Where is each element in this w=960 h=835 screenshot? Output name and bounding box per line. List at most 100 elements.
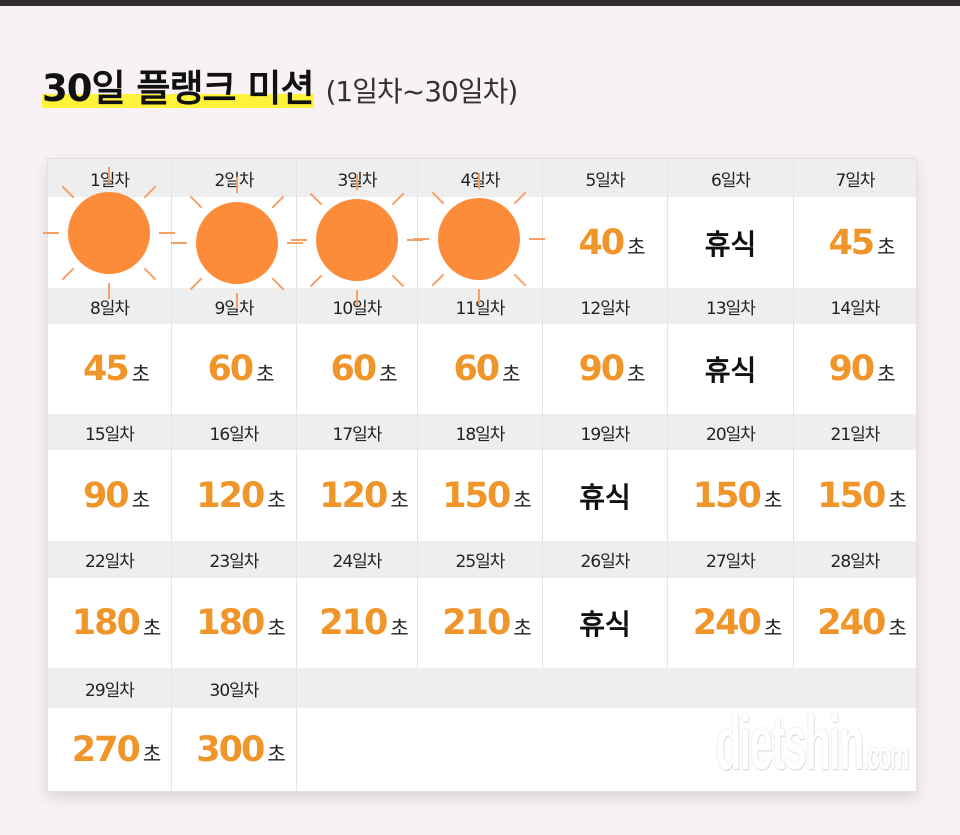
seconds-unit: 초 [131, 361, 151, 386]
day-value-cell: 휴식 [668, 197, 794, 288]
sun-ray-icon [159, 232, 175, 234]
seconds-value: 90 [828, 349, 875, 389]
seconds-unit: 초 [877, 361, 896, 386]
day-label: 6일차 [668, 159, 794, 197]
day-value-cell: 240 초 [668, 578, 794, 668]
day-value-cell: 270 초 [48, 708, 172, 791]
rest-label: 휴식 [579, 480, 631, 514]
day-value-cell: 150 초 [794, 450, 916, 541]
day-value-cell: 45 초 [48, 324, 172, 414]
sun-ray-icon [529, 238, 545, 240]
day-header-row: 8일차 9일차 10일차 11일차 12일차 13일차 14일차 [48, 288, 916, 324]
sun-ray-icon [407, 239, 423, 241]
sun-sticker-icon [316, 199, 398, 281]
day-value-row: 45 초 60 초 60 초 60 초 90 초 휴식 90 초 [48, 324, 916, 414]
day-label: 5일차 [543, 159, 668, 197]
day-label: 26일차 [543, 541, 668, 578]
sun-ray-icon [171, 242, 187, 244]
seconds-value: 120 [319, 475, 388, 516]
day-value-row: 90 초 120 초 120 초 150 초 휴식 150 초 150 초 [48, 450, 916, 541]
day-value-cell: 90 초 [794, 324, 916, 414]
day-label: 24일차 [297, 541, 418, 578]
day-value-cell: 60 초 [172, 324, 297, 414]
seconds-value: 300 [196, 729, 265, 770]
day-label: 2일차 [172, 159, 297, 197]
sun-sticker-icon [438, 198, 520, 280]
sun-ray-icon [413, 238, 429, 240]
seconds-unit: 초 [390, 615, 409, 640]
seconds-value: 45 [82, 349, 130, 389]
seconds-value: 150 [817, 475, 886, 516]
day-value-cell: 210 초 [297, 578, 418, 668]
day-value-cell: 120 초 [297, 450, 418, 541]
title-subtitle: (1일차~30일차) [325, 75, 519, 108]
seconds-unit: 초 [888, 615, 907, 640]
sun-ray-icon [356, 174, 358, 190]
seconds-value: 90 [578, 349, 625, 389]
seconds-value: 180 [196, 603, 265, 643]
seconds-unit: 초 [627, 361, 646, 386]
seconds-value: 120 [196, 475, 265, 516]
day-value-cell: 180 초 [48, 578, 172, 668]
day-label: 25일차 [418, 541, 543, 578]
day-header-row: 29일차 30일차 [48, 668, 916, 708]
day-value-cell: 180 초 [172, 578, 297, 668]
seconds-unit: 초 [267, 615, 286, 640]
sun-sticker-icon [196, 202, 278, 284]
day-label: 17일차 [297, 414, 418, 450]
sun-ray-icon [478, 173, 480, 189]
day-header-row: 22일차 23일차 24일차 25일차 26일차 27일차 28일차 [48, 541, 916, 578]
rest-label: 휴식 [704, 227, 757, 261]
seconds-unit: 초 [502, 361, 521, 386]
day-value-cell: 300 초 [172, 708, 297, 791]
seconds-value: 60 [330, 349, 377, 389]
day-label: 29일차 [48, 668, 172, 708]
day-value-cell: 45 초 [794, 197, 916, 288]
day-value-cell: 휴식 [543, 450, 668, 541]
day-label: 19일차 [543, 414, 668, 450]
sun-ray-icon [287, 242, 303, 244]
seconds-value: 210 [319, 603, 388, 643]
day-label: 4일차 [418, 159, 543, 197]
day-label: 27일차 [668, 541, 794, 578]
day-value-row: 270 초 300 초 [48, 708, 916, 791]
day-value-cell: 240 초 [794, 578, 916, 668]
seconds-unit: 초 [877, 235, 896, 259]
day-label: 14일차 [830, 298, 881, 319]
seconds-value: 270 [71, 729, 141, 770]
seconds-unit: 초 [142, 742, 162, 766]
seconds-unit: 초 [267, 488, 286, 512]
sun-ray-icon [43, 232, 59, 234]
rest-label: 휴식 [704, 354, 757, 387]
day-value-cell: 휴식 [668, 324, 794, 414]
seconds-unit: 초 [142, 615, 162, 640]
seconds-unit: 초 [267, 742, 286, 766]
sun-ray-icon [108, 283, 110, 299]
day-label: 7일차 [835, 170, 875, 191]
day-value-cell: 210 초 [418, 578, 543, 668]
day-label: 10일차 [297, 288, 418, 324]
day-value-cell: 60 초 [418, 324, 543, 414]
day-value-cell: 60 초 [297, 324, 418, 414]
seconds-unit: 초 [513, 615, 532, 640]
seconds-value: 150 [442, 475, 511, 516]
day-label: 12일차 [543, 288, 668, 324]
seconds-unit: 초 [627, 235, 646, 259]
top-bar [0, 0, 960, 6]
sun-ray-icon [108, 167, 110, 183]
day-label: 23일차 [172, 541, 297, 578]
day-value-cell: 90 초 [48, 450, 172, 541]
seconds-value: 150 [692, 475, 762, 516]
sun-ray-icon [478, 289, 480, 305]
day-label: 15일차 [48, 414, 172, 450]
day-value-cell: 휴식 [543, 578, 668, 668]
seconds-unit: 초 [256, 361, 275, 386]
day-header-row: 1일차2일차3일차4일차5일차6일차7일차 [48, 159, 916, 197]
seconds-unit: 초 [763, 488, 783, 512]
seconds-unit: 초 [379, 361, 398, 386]
seconds-value: 60 [207, 349, 254, 389]
sun-sticker-icon [68, 192, 150, 274]
seconds-unit: 초 [763, 615, 783, 640]
day-label: 9일차 [172, 288, 297, 324]
title-main: 30일 플랭크 미션 [42, 67, 314, 110]
